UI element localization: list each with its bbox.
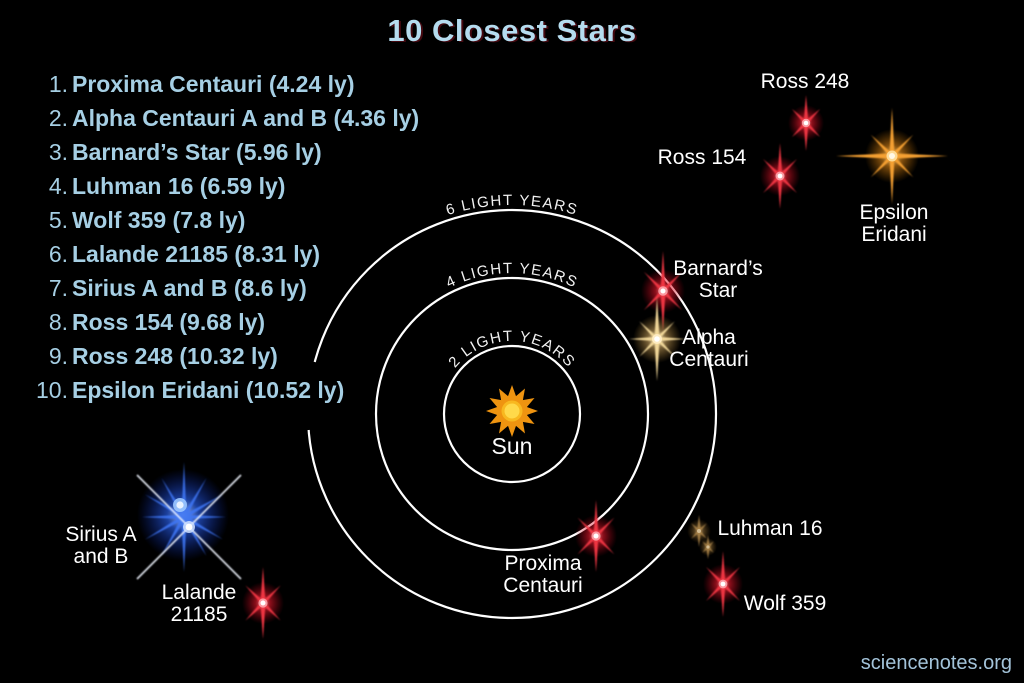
label-lalande-line2: 21185 — [171, 603, 228, 626]
list-item-name: Barnard’s Star (5.96 ly) — [72, 138, 322, 165]
list-item: 10. Epsilon Eridani (10.52 ly) — [28, 373, 419, 407]
ring-4ly — [374, 276, 650, 552]
ring-2ly — [442, 344, 582, 484]
list-item: 9. Ross 248 (10.32 ly) — [28, 339, 419, 373]
list-item-name: Luhman 16 (6.59 ly) — [72, 172, 286, 199]
star-luhman-16 — [687, 515, 717, 559]
star-list: 1. Proxima Centauri (4.24 ly) 2. Alpha Cen… — [28, 67, 419, 407]
star-epsilon-eridani — [836, 108, 948, 204]
page-title: 10 Closest Stars — [387, 13, 637, 48]
list-item: 3. Barnard’s Star (5.96 ly) — [28, 135, 419, 169]
label-alpha-centauri-line2: Centauri — [669, 348, 748, 371]
label-epsilon-eridani-line2: Eridani — [861, 223, 926, 246]
star-proxima-centauri — [575, 500, 617, 572]
label-sirius-line2: and B — [74, 545, 129, 568]
sun-icon — [486, 385, 538, 437]
list-item: 1. Proxima Centauri (4.24 ly) — [28, 67, 419, 101]
label-proxima-line1: Proxima — [504, 552, 581, 575]
sun-label: Sun — [492, 433, 533, 459]
star-wolf-359 — [703, 551, 743, 617]
list-item-number: 9. — [48, 342, 68, 369]
list-item-name: Alpha Centauri A and B (4.36 ly) — [72, 104, 420, 131]
list-item: 7. Sirius A and B (8.6 ly) — [28, 271, 419, 305]
list-item-number: 10. — [36, 376, 68, 403]
label-proxima-line2: Centauri — [503, 574, 582, 597]
star-alpha-centauri — [629, 297, 685, 381]
list-item-number: 2. — [48, 104, 68, 131]
list-item-number: 4. — [48, 172, 68, 199]
list-item-name: Lalande 21185 (8.31 ly) — [72, 240, 321, 267]
star-barnards — [641, 251, 685, 331]
star-sirius — [136, 462, 242, 580]
label-barnards-line2: Star — [699, 279, 738, 302]
list-item-number: 1. — [48, 70, 68, 97]
label-lalande-line1: Lalande — [162, 581, 237, 604]
label-alpha-centauri-line1: Alpha — [682, 326, 736, 349]
list-item-name: Ross 154 (9.68 ly) — [72, 308, 266, 335]
list-item-number: 7. — [48, 274, 68, 301]
star-ross-154 — [760, 143, 800, 209]
star-lalande-21185 — [242, 567, 284, 639]
list-item: 2. Alpha Centauri A and B (4.36 ly) — [28, 101, 419, 135]
list-item-name: Sirius A and B (8.6 ly) — [72, 274, 307, 301]
label-sirius-line1: Sirius A — [65, 523, 136, 546]
label-ross-248: Ross 248 — [761, 70, 850, 93]
list-item-number: 6. — [48, 240, 68, 267]
ring-text-gap — [300, 359, 323, 431]
list-item-name: Wolf 359 (7.8 ly) — [72, 206, 246, 233]
list-item-number: 3. — [48, 138, 68, 165]
star-ross-248 — [788, 95, 824, 151]
list-item: 5. Wolf 359 (7.8 ly) — [28, 203, 419, 237]
list-item-number: 8. — [48, 308, 68, 335]
list-item-number: 5. — [48, 206, 68, 233]
watermark: sciencenotes.org — [860, 652, 1012, 674]
list-item-name: Epsilon Eridani (10.52 ly) — [72, 376, 345, 403]
label-wolf-359: Wolf 359 — [744, 592, 827, 615]
list-item: 6. Lalande 21185 (8.31 ly) — [28, 237, 419, 271]
list-item-name: Proxima Centauri (4.24 ly) — [72, 70, 355, 97]
list-item-name: Ross 248 (10.32 ly) — [72, 342, 278, 369]
label-ross-154: Ross 154 — [658, 146, 747, 169]
label-barnards-line1: Barnard’s — [673, 257, 763, 280]
label-epsilon-eridani-line1: Epsilon — [860, 201, 929, 224]
list-item: 4. Luhman 16 (6.59 ly) — [28, 169, 419, 203]
list-item: 8. Ross 154 (9.68 ly) — [28, 305, 419, 339]
label-luhman-16: Luhman 16 — [717, 517, 822, 540]
